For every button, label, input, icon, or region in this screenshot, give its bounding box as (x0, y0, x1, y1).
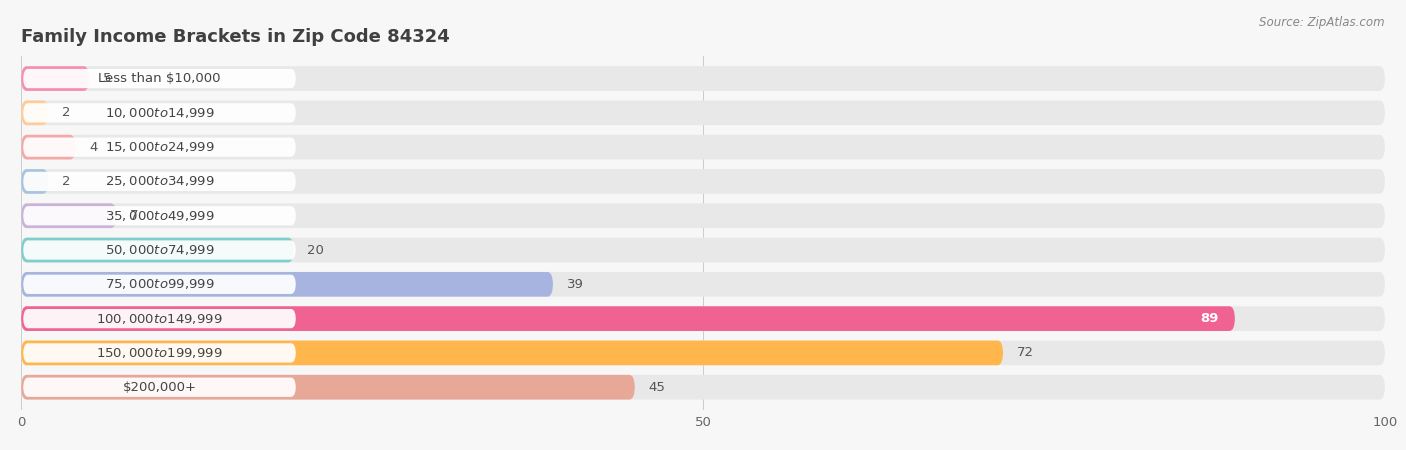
Text: $100,000 to $149,999: $100,000 to $149,999 (96, 311, 222, 326)
FancyBboxPatch shape (21, 306, 1234, 331)
FancyBboxPatch shape (21, 66, 1385, 91)
Text: 5: 5 (103, 72, 111, 85)
Text: $10,000 to $14,999: $10,000 to $14,999 (104, 106, 214, 120)
FancyBboxPatch shape (21, 135, 1385, 159)
FancyBboxPatch shape (21, 203, 1385, 228)
Text: $35,000 to $49,999: $35,000 to $49,999 (104, 209, 214, 223)
FancyBboxPatch shape (22, 206, 295, 225)
FancyBboxPatch shape (22, 309, 295, 328)
Text: Less than $10,000: Less than $10,000 (98, 72, 221, 85)
FancyBboxPatch shape (22, 343, 295, 363)
FancyBboxPatch shape (22, 274, 295, 294)
FancyBboxPatch shape (21, 100, 1385, 125)
FancyBboxPatch shape (21, 100, 48, 125)
Text: 72: 72 (1017, 346, 1033, 360)
Text: 89: 89 (1201, 312, 1219, 325)
FancyBboxPatch shape (21, 306, 1385, 331)
FancyBboxPatch shape (22, 138, 295, 157)
Text: 39: 39 (567, 278, 583, 291)
Text: 20: 20 (308, 243, 325, 256)
FancyBboxPatch shape (22, 69, 295, 88)
FancyBboxPatch shape (21, 375, 1385, 400)
FancyBboxPatch shape (22, 103, 295, 122)
Text: 2: 2 (62, 106, 70, 119)
Text: Family Income Brackets in Zip Code 84324: Family Income Brackets in Zip Code 84324 (21, 28, 450, 46)
FancyBboxPatch shape (21, 375, 636, 400)
Text: 4: 4 (90, 141, 97, 153)
FancyBboxPatch shape (21, 272, 553, 297)
Text: $150,000 to $199,999: $150,000 to $199,999 (96, 346, 222, 360)
FancyBboxPatch shape (21, 341, 1002, 365)
FancyBboxPatch shape (21, 169, 1385, 194)
FancyBboxPatch shape (22, 240, 295, 260)
Text: $75,000 to $99,999: $75,000 to $99,999 (104, 277, 214, 291)
FancyBboxPatch shape (21, 66, 90, 91)
FancyBboxPatch shape (21, 272, 1385, 297)
Text: 7: 7 (131, 209, 139, 222)
Text: $25,000 to $34,999: $25,000 to $34,999 (104, 175, 214, 189)
Text: $200,000+: $200,000+ (122, 381, 197, 394)
FancyBboxPatch shape (21, 169, 48, 194)
Text: 45: 45 (648, 381, 665, 394)
Text: 2: 2 (62, 175, 70, 188)
FancyBboxPatch shape (21, 238, 294, 262)
FancyBboxPatch shape (21, 341, 1385, 365)
Text: $50,000 to $74,999: $50,000 to $74,999 (104, 243, 214, 257)
Text: Source: ZipAtlas.com: Source: ZipAtlas.com (1260, 16, 1385, 29)
FancyBboxPatch shape (21, 135, 76, 159)
Text: $15,000 to $24,999: $15,000 to $24,999 (104, 140, 214, 154)
FancyBboxPatch shape (22, 378, 295, 397)
FancyBboxPatch shape (21, 203, 117, 228)
FancyBboxPatch shape (22, 172, 295, 191)
FancyBboxPatch shape (21, 238, 1385, 262)
